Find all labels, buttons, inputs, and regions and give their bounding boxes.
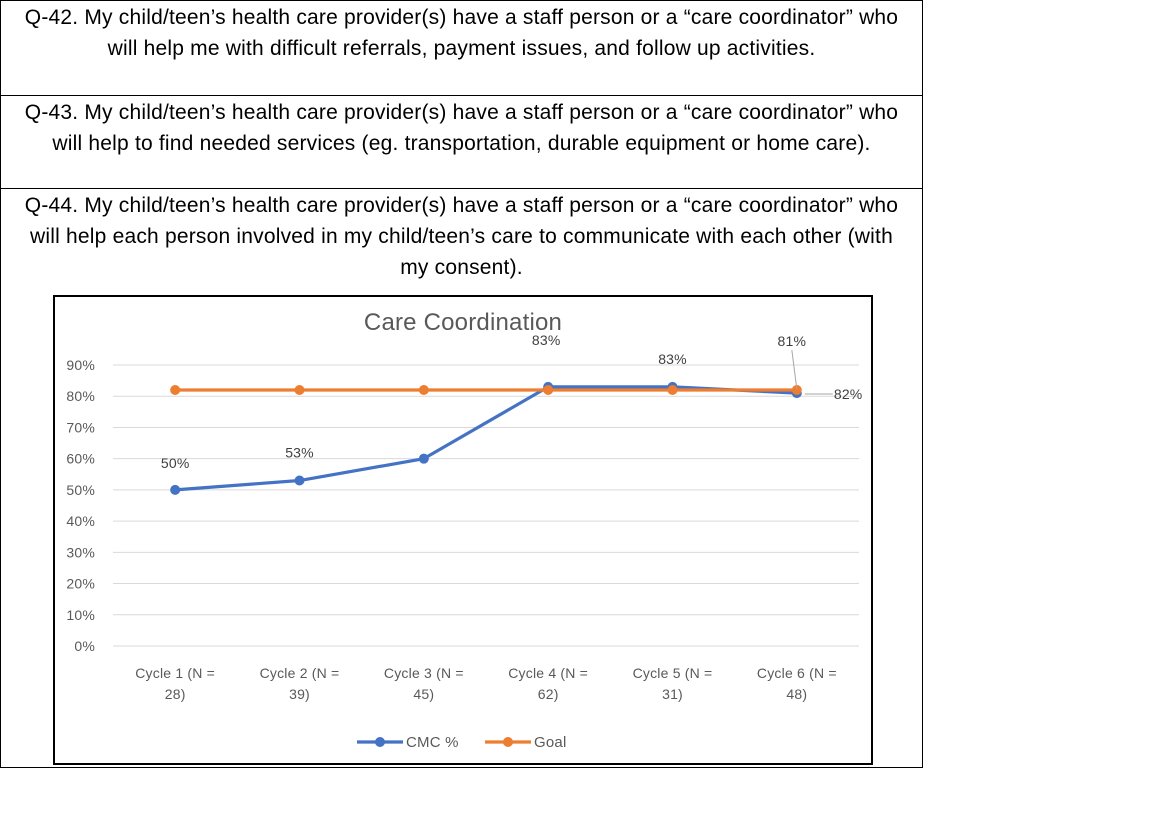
y-tick-label: 0% xyxy=(74,638,95,654)
question-42-text: Q-42. My child/teen’s health care provid… xyxy=(24,6,899,60)
data-label: 50% xyxy=(161,455,190,471)
legend-label: Goal xyxy=(534,734,567,751)
y-tick-label: 20% xyxy=(66,576,95,592)
y-tick-label: 90% xyxy=(66,357,95,373)
x-tick-label: Cycle 2 (N = xyxy=(260,665,340,681)
data-label: 53% xyxy=(285,445,314,461)
y-tick-label: 80% xyxy=(66,388,95,404)
x-tick-label: 28) xyxy=(165,686,186,702)
chart-svg: 0% 10% 20% 30% 40% 50% 60% 70% 80% 90% Care Coordi… xyxy=(66,309,863,751)
question-44-cell: Q-44. My child/teen’s health care provid… xyxy=(0,189,923,768)
x-tick-label: 48) xyxy=(786,686,807,702)
legend-marker xyxy=(503,737,513,747)
question-42-cell: Q-42. My child/teen’s health care provid… xyxy=(0,0,923,96)
y-tick-label: 30% xyxy=(66,544,95,560)
data-point xyxy=(418,384,429,395)
data-point xyxy=(294,384,305,395)
data-label: 83% xyxy=(532,332,561,348)
x-tick-label: Cycle 1 (N = xyxy=(135,665,215,681)
leader-line xyxy=(791,350,798,390)
y-tick-label: 40% xyxy=(66,513,95,529)
legend-label: CMC % xyxy=(406,734,459,751)
data-point xyxy=(543,384,554,395)
x-tick-label: 31) xyxy=(662,686,683,702)
x-tick-label: Cycle 6 (N = xyxy=(757,665,837,681)
x-tick-label: 45) xyxy=(413,686,434,702)
y-tick-label: 70% xyxy=(66,419,95,435)
question-43-text: Q-43. My child/teen’s health care provid… xyxy=(24,101,899,155)
data-point xyxy=(418,453,429,464)
y-tick-label: 10% xyxy=(66,607,95,623)
data-point xyxy=(170,484,181,495)
y-tick-label: 60% xyxy=(66,451,95,467)
chart-title: Care Coordination xyxy=(364,309,562,336)
x-tick-label: Cycle 4 (N = xyxy=(508,665,588,681)
series-line xyxy=(175,385,797,492)
x-tick-label: Cycle 3 (N = xyxy=(384,665,464,681)
data-point xyxy=(170,384,181,395)
legend-marker xyxy=(375,737,385,747)
care-coordination-chart: 0% 10% 20% 30% 40% 50% 60% 70% 80% 90% Care Coordi… xyxy=(53,295,873,765)
x-tick-label: 62) xyxy=(538,686,559,702)
x-tick-label: Cycle 5 (N = xyxy=(633,665,713,681)
data-label: 82% xyxy=(834,386,863,402)
data-point xyxy=(667,384,678,395)
data-label: 83% xyxy=(658,351,687,367)
question-43-cell: Q-43. My child/teen’s health care provid… xyxy=(0,96,923,189)
data-label: 81% xyxy=(778,333,807,349)
data-point xyxy=(294,475,305,486)
questions-table: Q-42. My child/teen’s health care provid… xyxy=(0,0,923,768)
question-44-text: Q-44. My child/teen’s health care provid… xyxy=(24,194,899,279)
data-point xyxy=(791,384,802,395)
y-tick-label: 50% xyxy=(66,482,95,498)
x-tick-label: 39) xyxy=(289,686,310,702)
